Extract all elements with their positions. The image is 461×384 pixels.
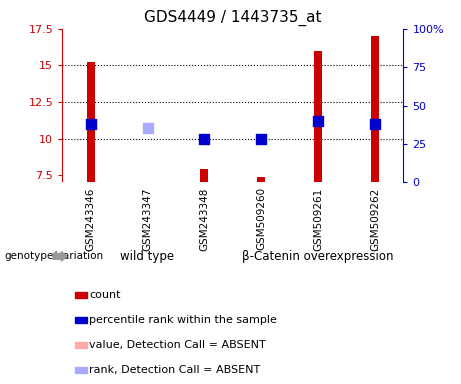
Title: GDS4449 / 1443735_at: GDS4449 / 1443735_at: [144, 10, 322, 26]
Text: genotype/variation: genotype/variation: [5, 251, 104, 262]
Text: β-Catenin overexpression: β-Catenin overexpression: [242, 250, 394, 263]
Text: GSM243348: GSM243348: [199, 187, 209, 251]
Bar: [87, 63, 95, 182]
Bar: [371, 36, 379, 182]
Point: [87, 121, 95, 127]
Bar: [257, 177, 265, 182]
Text: GSM509260: GSM509260: [256, 187, 266, 250]
Text: GSM509261: GSM509261: [313, 187, 323, 251]
Text: GSM509262: GSM509262: [370, 187, 380, 251]
Text: GSM243347: GSM243347: [142, 187, 153, 251]
Point: [314, 118, 322, 124]
Text: rank, Detection Call = ABSENT: rank, Detection Call = ABSENT: [89, 365, 260, 375]
Bar: [314, 51, 322, 182]
Text: GSM243346: GSM243346: [86, 187, 96, 251]
Text: wild type: wild type: [120, 250, 175, 263]
Bar: [201, 169, 208, 182]
Bar: [75, 292, 87, 298]
Bar: [75, 317, 87, 323]
Point: [201, 136, 208, 142]
Bar: [75, 342, 87, 348]
Text: percentile rank within the sample: percentile rank within the sample: [89, 315, 277, 325]
Point: [258, 136, 265, 142]
Point: [144, 125, 151, 131]
Text: value, Detection Call = ABSENT: value, Detection Call = ABSENT: [89, 340, 266, 350]
Bar: [75, 367, 87, 372]
Text: count: count: [89, 290, 120, 300]
Point: [371, 121, 378, 127]
